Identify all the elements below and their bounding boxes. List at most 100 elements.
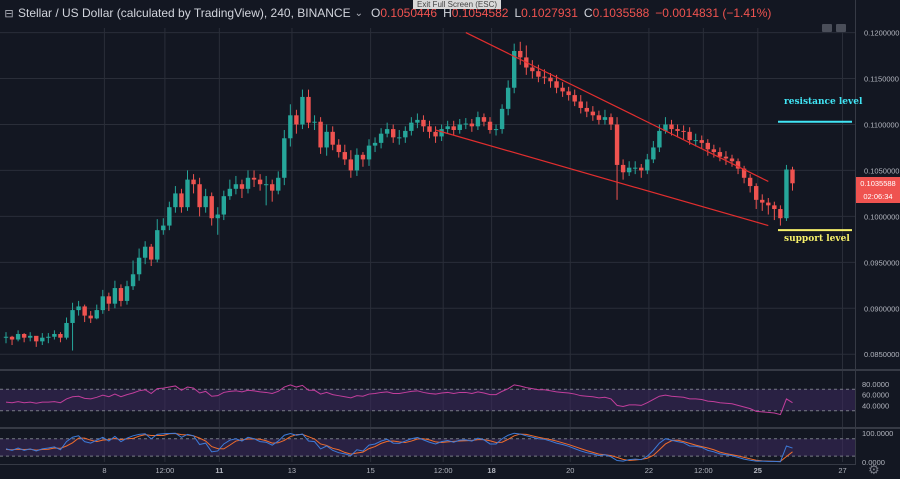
candle-body <box>149 246 154 260</box>
candle-body <box>469 123 475 127</box>
candle-body <box>227 188 233 197</box>
candle-body <box>536 71 541 77</box>
time-tick-label: 27 <box>838 466 846 475</box>
candle-body <box>384 129 390 134</box>
candle-body <box>324 131 329 148</box>
rsi-line <box>5 384 793 416</box>
time-tick-label: 12:00 <box>694 466 713 475</box>
candle-body <box>602 117 608 120</box>
candle-body <box>566 91 571 96</box>
candle-body <box>336 144 341 153</box>
candle-body <box>439 129 444 137</box>
candle-body <box>155 230 160 260</box>
chevron-down-icon[interactable]: ⌄ <box>354 7 363 19</box>
bar-countdown-badge: 02:06:34 <box>856 190 900 203</box>
candle-body <box>614 124 620 165</box>
candle-body <box>330 131 335 145</box>
candle-body <box>348 159 354 171</box>
candle-body <box>705 142 710 150</box>
candle-body <box>427 126 432 132</box>
candle-body <box>88 315 93 319</box>
pane-buttons <box>822 24 846 32</box>
candle-body <box>572 95 577 102</box>
stoch-tick-label: 100.0000 <box>862 429 893 438</box>
time-tick-label: 13 <box>288 466 296 475</box>
candle-body <box>21 334 27 338</box>
price-tick-label: 0.1050000 <box>864 166 899 175</box>
candle-body <box>372 142 378 146</box>
candle-body <box>209 196 214 219</box>
candle-body <box>203 196 208 208</box>
candle-body <box>257 179 263 185</box>
time-tick-label: 22 <box>645 466 653 475</box>
candle-body <box>161 225 166 231</box>
candle-body <box>475 117 481 127</box>
candle-body <box>512 50 517 88</box>
rsi-tick-label: 40.0000 <box>862 401 889 410</box>
candle-body <box>681 130 686 132</box>
trendline <box>465 32 769 182</box>
candle-body <box>693 140 698 142</box>
candle-body <box>560 87 565 92</box>
trendline <box>435 129 769 227</box>
candle-body <box>590 111 596 116</box>
candle-body <box>784 169 789 219</box>
candle-body <box>94 310 99 319</box>
candle-body <box>167 207 172 226</box>
time-tick-label: 20 <box>566 466 574 475</box>
symbol-title[interactable]: Stellar / US Dollar (calculated by Tradi… <box>18 6 351 20</box>
candle-body <box>130 274 136 287</box>
candle-body <box>699 140 704 143</box>
time-tick-label: 11 <box>215 466 223 475</box>
candle-body <box>403 130 408 138</box>
candle-body <box>747 177 753 187</box>
candle-body <box>142 246 148 258</box>
candle-body <box>766 202 771 206</box>
price-tick-label: 0.1100000 <box>864 120 899 129</box>
candle-body <box>58 334 63 338</box>
candle-body <box>530 67 535 72</box>
price-axis: 0.1200000 0.1150000 0.1100000 0.1050000 0.10… <box>864 29 899 360</box>
candle-body <box>584 107 589 112</box>
candle-body <box>251 177 257 180</box>
candle-body <box>378 133 384 143</box>
candle-body <box>112 288 118 304</box>
minus-square-icon[interactable]: ⊟ <box>4 7 14 20</box>
candle-body <box>729 158 735 162</box>
candle-body <box>421 119 426 127</box>
price-change: −0.0014831 (−1.41%) <box>655 6 772 20</box>
candle-body <box>366 145 372 160</box>
candle-body <box>754 186 759 200</box>
candle-body <box>300 96 305 125</box>
time-tick-label: 12:00 <box>156 466 175 475</box>
price-tick-label: 0.0950000 <box>864 258 899 267</box>
candle-body <box>263 184 269 186</box>
candle-body <box>106 296 112 304</box>
resistance-label: resistance level <box>784 97 863 107</box>
candlestick-series <box>3 41 795 351</box>
candle-body <box>52 334 57 337</box>
candle-body <box>741 168 747 178</box>
candle-body <box>306 96 311 123</box>
ohlc-high: H0.1054582 <box>443 6 509 20</box>
candle-body <box>772 205 777 210</box>
candle-body <box>669 124 674 130</box>
candle-body <box>542 76 547 78</box>
rsi-band <box>0 389 855 411</box>
exit-fullscreen-tooltip: Exit Full Screen (ESC) <box>413 0 502 9</box>
pane-close-icon[interactable] <box>836 24 846 32</box>
pane-maximize-icon[interactable] <box>822 24 832 32</box>
price-tick-label: 0.1200000 <box>864 29 899 38</box>
candle-body <box>118 288 124 301</box>
gear-icon[interactable]: ⚙ <box>868 462 880 477</box>
candle-body <box>15 334 21 340</box>
candle-body <box>717 152 723 157</box>
candle-body <box>288 115 293 139</box>
candle-body <box>28 335 33 338</box>
drawing-overlay <box>435 32 852 232</box>
candle-body <box>82 306 87 316</box>
rsi-tick-label: 60.0000 <box>862 391 889 400</box>
candle-body <box>191 179 196 185</box>
